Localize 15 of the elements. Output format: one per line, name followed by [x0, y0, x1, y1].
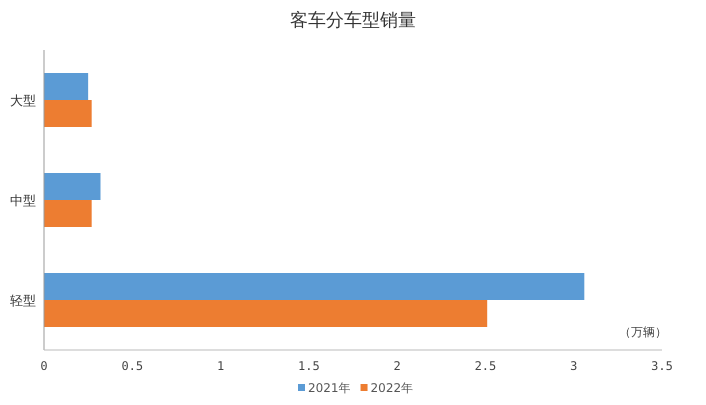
y-tick-label: 中型: [10, 194, 36, 209]
x-tick-label: 2: [394, 359, 401, 373]
x-tick-label: 1.5: [298, 359, 320, 373]
x-tick-label: 0.5: [121, 359, 144, 373]
y-tick-label: 大型: [10, 94, 36, 109]
chart-title: 客车分车型销量: [290, 10, 416, 31]
x-tick-label: 3: [570, 359, 578, 373]
x-tick-label: 2.5: [474, 359, 496, 373]
x-tick-label: 1: [216, 359, 224, 373]
legend-label: 2021年: [308, 381, 351, 395]
x-tick-label: 3.5: [651, 359, 673, 373]
legend-label: 2022年: [370, 381, 414, 395]
x-tick-label: 0: [40, 359, 48, 373]
y-tick-label: 轻型: [10, 294, 36, 309]
x-axis-title: （万辆）: [619, 325, 667, 339]
